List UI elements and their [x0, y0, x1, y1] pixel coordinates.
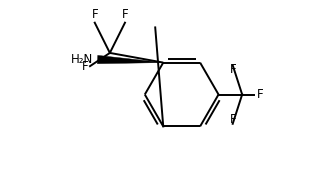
Text: F: F — [91, 8, 98, 21]
Text: F: F — [229, 113, 236, 126]
Polygon shape — [97, 55, 163, 64]
Text: F: F — [257, 88, 264, 101]
Text: H₂N: H₂N — [71, 53, 93, 66]
Text: F: F — [122, 8, 128, 21]
Text: F: F — [81, 60, 88, 73]
Text: F: F — [229, 63, 236, 76]
